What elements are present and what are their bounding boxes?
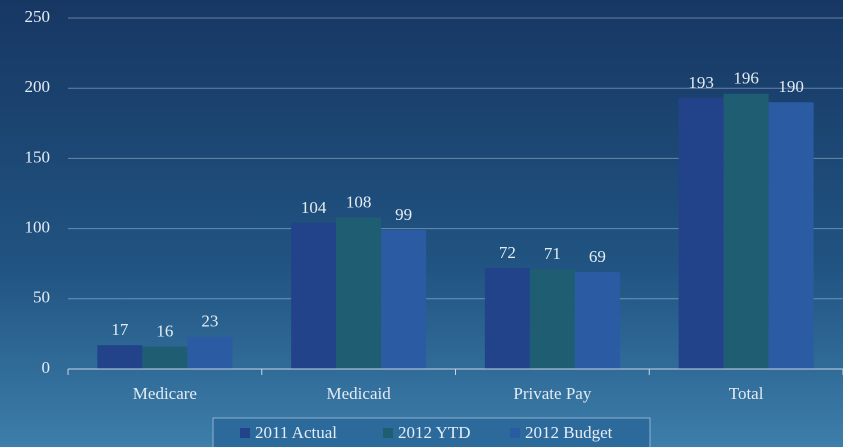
y-tick-label: 50 xyxy=(33,288,50,307)
value-label: 99 xyxy=(395,205,412,224)
bar xyxy=(291,222,337,369)
value-label: 193 xyxy=(688,73,714,92)
value-label: 16 xyxy=(156,321,173,340)
bar xyxy=(336,217,382,369)
y-tick-label: 0 xyxy=(42,358,51,377)
y-tick-label: 150 xyxy=(25,147,51,166)
bar xyxy=(97,345,143,369)
legend-label: 2011 Actual xyxy=(255,423,337,442)
legend-label: 2012 Budget xyxy=(525,423,613,442)
bar xyxy=(381,230,427,369)
legend xyxy=(212,417,651,447)
value-label: 190 xyxy=(778,77,804,96)
y-tick-label: 200 xyxy=(25,77,51,96)
value-label: 23 xyxy=(201,312,218,331)
legend-swatch xyxy=(240,428,250,438)
x-tick-label: Medicare xyxy=(133,384,197,403)
value-label: 108 xyxy=(346,192,372,211)
bar xyxy=(723,93,769,369)
x-tick-label: Medicaid xyxy=(327,384,392,403)
value-label: 104 xyxy=(301,198,327,217)
legend-label: 2012 YTD xyxy=(398,423,471,442)
value-label: 196 xyxy=(733,69,759,88)
value-label: 69 xyxy=(589,247,606,266)
bar xyxy=(768,102,814,370)
x-tick-label: Private Pay xyxy=(513,384,591,403)
legend-swatch xyxy=(510,428,520,438)
value-label: 71 xyxy=(544,244,561,263)
bar xyxy=(529,269,575,369)
x-tick-label: Total xyxy=(729,384,764,403)
bar xyxy=(678,98,724,369)
y-tick-label: 100 xyxy=(25,218,51,237)
bar xyxy=(574,272,620,369)
bar xyxy=(484,267,530,369)
y-tick-label: 250 xyxy=(25,7,51,26)
value-label: 72 xyxy=(499,243,516,262)
bar xyxy=(142,346,188,369)
legend-swatch xyxy=(383,428,393,438)
bar xyxy=(187,336,233,369)
value-label: 17 xyxy=(111,320,129,339)
